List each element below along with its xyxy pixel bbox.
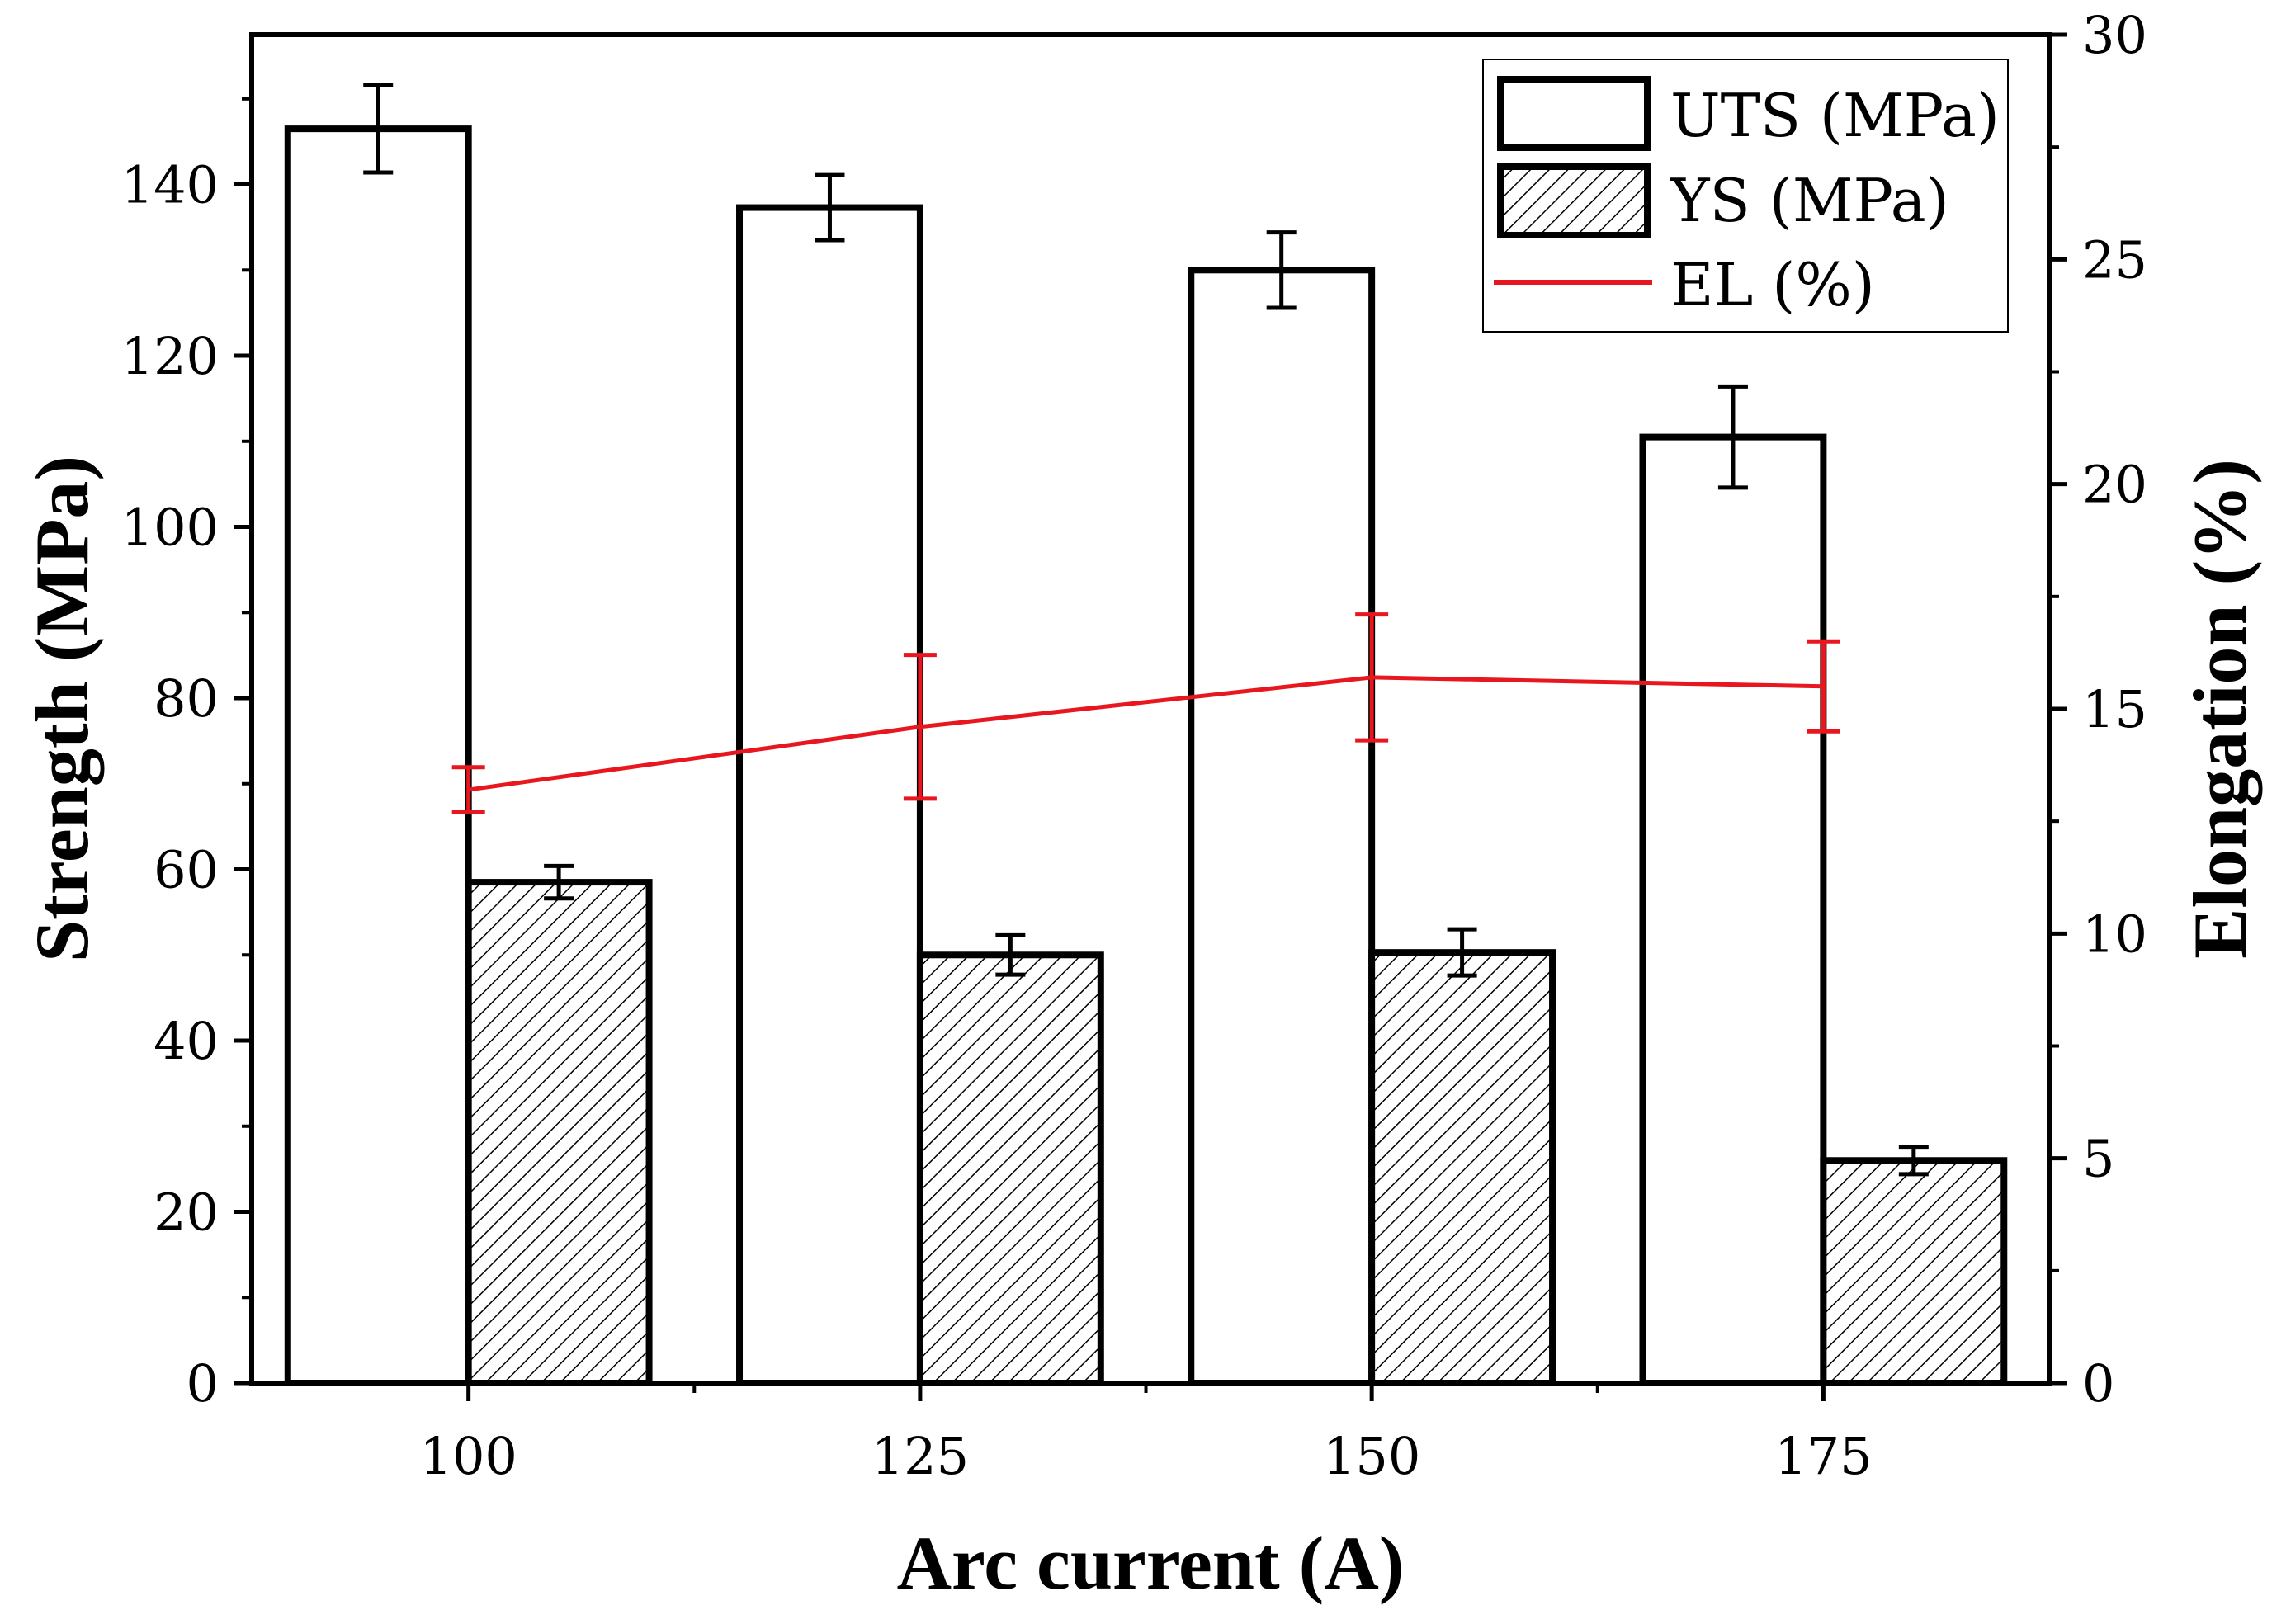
y-tick-label: 0 (187, 1353, 219, 1414)
labels-layer: 100 125 150 175 0 20 40 60 80 100 120 140 0 5 10 15 20 25… (121, 5, 2147, 1486)
y-tick-label: 20 (154, 1183, 219, 1243)
x-tick-label: 100 (420, 1426, 517, 1486)
legend-label-ys: YS (MPa) (1670, 166, 1949, 235)
bar-ys-125 (916, 951, 1104, 1387)
line-el-series (468, 675, 1824, 792)
line-layer (451, 612, 1840, 814)
x-tick-label: 150 (1323, 1426, 1420, 1486)
y2-axis-title: Elongation (%) (2178, 459, 2262, 959)
error-bar-el-125 (903, 653, 937, 801)
x-axis-title: Arc current (A) (897, 1521, 1405, 1605)
legend-label-uts: UTS (MPa) (1670, 81, 2000, 150)
y-tick-label: 40 (154, 1011, 219, 1071)
bar-uts-175 (1639, 433, 1827, 1386)
y-tick-label: 120 (121, 326, 219, 386)
error-bar-el-100 (451, 765, 485, 814)
y-tick-label: 60 (154, 840, 219, 900)
bar-ys-150 (1368, 949, 1556, 1386)
legend-swatch-ys (1497, 163, 1651, 238)
error-bar-uts-175 (1717, 384, 1748, 490)
error-bar-uts-150 (1266, 230, 1297, 310)
error-bar-el-150 (1355, 612, 1389, 743)
y2-tick-label: 0 (2082, 1353, 2114, 1414)
y-tick-label: 80 (154, 668, 219, 729)
error-bar-uts-100 (363, 83, 394, 175)
bar-uts-125 (736, 204, 923, 1386)
error-bar-ys-150 (1447, 927, 1477, 978)
bars-layer (284, 83, 2008, 1387)
error-bar-ys-100 (544, 863, 574, 901)
y2-tick-label: 30 (2082, 5, 2147, 65)
y2-tick-label: 10 (2082, 904, 2147, 964)
legend-label-el: EL (%) (1670, 250, 1875, 319)
y2-tick-label: 20 (2082, 455, 2147, 515)
legend-swatch-uts (1497, 76, 1651, 151)
bar-ys-175 (1820, 1157, 2008, 1387)
x-tick-label: 125 (871, 1426, 969, 1486)
ticks-layer (234, 32, 2067, 1401)
error-bar-el-175 (1807, 639, 1840, 734)
error-bar-ys-125 (995, 932, 1026, 977)
y-tick-label: 140 (121, 155, 219, 215)
x-tick-label: 175 (1774, 1426, 1872, 1486)
bar-uts-100 (284, 125, 472, 1387)
bar-uts-150 (1188, 267, 1376, 1386)
legend: UTS (MPa) YS (MPa) EL (%) (1482, 59, 2009, 333)
y2-tick-label: 15 (2082, 679, 2147, 739)
error-bar-uts-125 (815, 172, 845, 243)
error-bar-ys-175 (1898, 1145, 1929, 1177)
y-tick-label: 100 (121, 498, 219, 558)
y-axis-title: Strength (MPa) (20, 456, 104, 962)
y2-tick-label: 25 (2082, 229, 2147, 290)
bar-ys-100 (465, 879, 653, 1386)
y2-tick-label: 5 (2082, 1129, 2114, 1189)
